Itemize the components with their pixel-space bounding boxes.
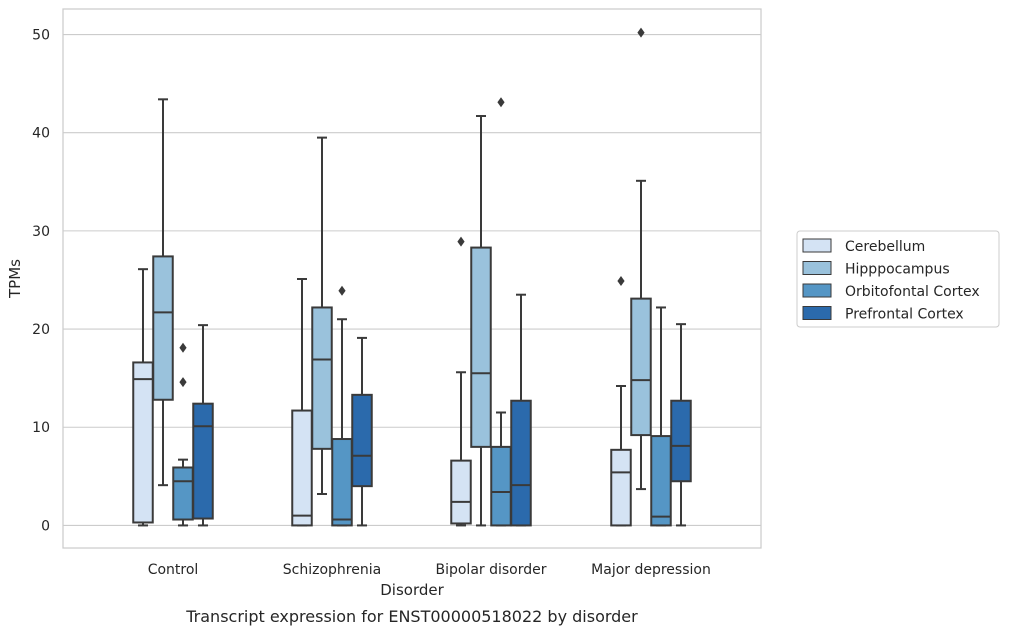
legend-label: Hipppocampus [845, 262, 950, 278]
legend-swatch [802, 238, 832, 253]
box-iqr [490, 445, 512, 527]
legend-label: Prefrontal Cortex [845, 307, 964, 323]
box-iqr [450, 459, 472, 525]
box-hipppocampus [311, 136, 333, 496]
box-iqr [152, 255, 174, 401]
box-iqr [331, 438, 353, 527]
boxplot-marks [132, 27, 692, 527]
box-prefrontal-cortex [351, 336, 373, 527]
legend-frame [796, 230, 1000, 328]
x-axis-label: Disorder [380, 581, 444, 599]
box-hipppocampus [152, 98, 174, 487]
box-orbitofontal-cortex [331, 285, 353, 527]
box-iqr [351, 393, 373, 488]
y-tick-label: 50 [32, 28, 50, 44]
box-iqr [311, 306, 333, 450]
box-iqr [670, 399, 692, 483]
box-orbitofontal-cortex [650, 306, 672, 527]
box-cerebellum [610, 275, 632, 527]
box-cerebellum [450, 236, 472, 527]
box-cerebellum [132, 268, 154, 527]
box-orbitofontal-cortex [490, 97, 512, 527]
legend-label: Cerebellum [845, 239, 925, 255]
box-iqr [172, 466, 194, 521]
box-orbitofontal-cortex [172, 342, 194, 527]
legend-label: Orbitofontal Cortex [845, 284, 980, 300]
box-prefrontal-cortex [670, 323, 692, 527]
x-tick-label: Major depression [591, 562, 711, 578]
box-cerebellum [291, 277, 313, 527]
chart-caption: Transcript expression for ENST0000051802… [185, 607, 638, 626]
legend-swatch [802, 306, 832, 320]
x-tick-label: Control [148, 562, 199, 578]
y-tick-label: 10 [32, 420, 50, 436]
outlier-point [497, 97, 505, 108]
box-prefrontal-cortex [510, 293, 532, 527]
box-iqr [470, 246, 492, 448]
x-tick-label: Bipolar disorder [435, 562, 546, 578]
y-axis-label: TPMs [6, 259, 24, 299]
outlier-point [637, 27, 645, 38]
x-tick-label: Schizophrenia [283, 562, 381, 578]
box-iqr [510, 399, 532, 527]
outlier-point [179, 377, 187, 388]
box-hipppocampus [470, 115, 492, 527]
plot-frame [62, 8, 762, 549]
y-axis-ticks: 0 10 20 30 40 50 [32, 28, 50, 535]
gridlines [63, 33, 761, 526]
box-iqr [192, 402, 214, 520]
x-axis-ticks: Control Schizophrenia Bipolar disorder Majo… [148, 562, 711, 578]
y-tick-label: 0 [41, 518, 50, 534]
outlier-point [457, 236, 465, 247]
legend-swatch [802, 261, 832, 275]
y-tick-label: 30 [32, 224, 50, 240]
legend: Cerebellum Hipppocampus Orbitofontal Corte… [796, 230, 1000, 328]
box-prefrontal-cortex [192, 324, 214, 527]
y-tick-label: 40 [32, 126, 50, 142]
legend-swatch [802, 283, 832, 298]
box-hipppocampus [630, 27, 652, 491]
outlier-point [617, 275, 625, 286]
outlier-point [179, 342, 187, 353]
box-iqr [630, 297, 652, 437]
outlier-point [338, 285, 346, 296]
box-iqr [650, 435, 672, 527]
box-iqr [291, 409, 313, 527]
box-iqr [610, 448, 632, 527]
box-iqr [132, 361, 154, 524]
y-tick-label: 20 [32, 322, 50, 338]
